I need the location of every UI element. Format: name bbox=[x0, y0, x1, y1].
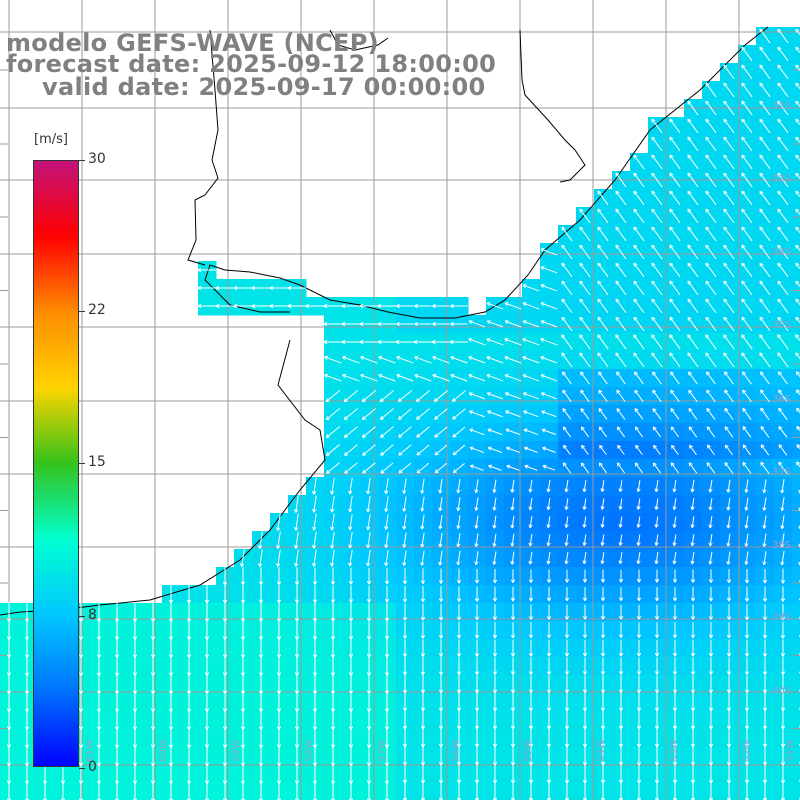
wind-speed-cell bbox=[792, 243, 800, 262]
wind-speed-cell bbox=[792, 639, 800, 658]
wind-speed-cell bbox=[792, 315, 800, 334]
wind-speed-cell bbox=[792, 711, 800, 730]
longitude-label: 51W bbox=[785, 739, 796, 762]
longitude-label: 54W bbox=[596, 739, 607, 762]
longitude-label: 52W bbox=[742, 739, 753, 762]
wind-speed-cell bbox=[792, 81, 800, 100]
longitude-label: 55W bbox=[523, 739, 534, 762]
longitude-label: 56W bbox=[450, 739, 461, 762]
wind-speed-cell bbox=[792, 261, 800, 280]
wind-speed-cell bbox=[792, 675, 800, 694]
colorbar bbox=[33, 160, 79, 767]
wind-speed-cell bbox=[792, 549, 800, 568]
colorbar-tick-label: 15 bbox=[88, 454, 106, 470]
wind-speed-cell bbox=[792, 693, 800, 712]
wind-speed-cell bbox=[792, 567, 800, 586]
wind-speed-cell bbox=[792, 369, 800, 388]
wind-speed-cell bbox=[792, 27, 800, 46]
longitude-label: 53W bbox=[669, 739, 680, 762]
wind-speed-cell bbox=[792, 783, 800, 800]
colorbar-tick-label: 30 bbox=[88, 151, 106, 167]
longitude-label: 58W bbox=[304, 739, 315, 762]
wind-speed-cell bbox=[792, 657, 800, 676]
wind-speed-cell bbox=[792, 603, 800, 622]
latitude-label: 36S bbox=[772, 394, 792, 405]
longitude-label: 61W bbox=[85, 739, 96, 762]
latitude-label: 37S bbox=[772, 467, 792, 478]
latitude-label: 38S bbox=[772, 540, 792, 551]
colorbar-tick-mark bbox=[79, 160, 85, 161]
latitude-label: 33S bbox=[772, 174, 792, 185]
wind-speed-cell bbox=[792, 117, 800, 136]
longitude-label: 60W bbox=[158, 739, 169, 762]
wind-speed-cell bbox=[792, 621, 800, 640]
colorbar-tick-mark bbox=[79, 616, 85, 617]
wind-speed-cell bbox=[792, 477, 800, 496]
wind-speed-cell bbox=[792, 45, 800, 64]
wind-speed-cell bbox=[792, 225, 800, 244]
colorbar-tick-mark bbox=[79, 463, 85, 464]
wind-speed-cell bbox=[792, 495, 800, 514]
wind-speed-cell bbox=[792, 423, 800, 442]
latitude-label: 35S bbox=[772, 320, 792, 331]
wind-speed-cell bbox=[792, 513, 800, 532]
wind-speed-cell bbox=[792, 531, 800, 550]
wind-speed-cell bbox=[792, 279, 800, 298]
valid-date: valid date: 2025-09-17 00:00:00 bbox=[42, 73, 486, 101]
wind-speed-cell bbox=[792, 585, 800, 604]
colorbar-tick-mark bbox=[79, 311, 85, 312]
wind-speed-cell bbox=[792, 459, 800, 478]
colorbar-tick-label: 22 bbox=[88, 302, 106, 318]
latitude-label: 40S bbox=[772, 686, 792, 697]
wind-speed-cell bbox=[792, 333, 800, 352]
wind-speed-cell bbox=[792, 405, 800, 424]
latitude-label: 34S bbox=[772, 247, 792, 258]
latitude-label: 32S bbox=[772, 101, 792, 112]
colorbar-tick-label: 8 bbox=[88, 607, 97, 623]
wind-speed-cell bbox=[792, 351, 800, 370]
wind-speed-cell bbox=[792, 441, 800, 460]
wind-speed-cell bbox=[792, 63, 800, 82]
colorbar-unit: [m/s] bbox=[34, 132, 68, 147]
wind-speed-cell bbox=[792, 207, 800, 226]
wind-speed-cell bbox=[792, 153, 800, 172]
wind-speed-cell bbox=[792, 387, 800, 406]
latitude-label: 39S bbox=[772, 612, 792, 623]
longitude-label: 59W bbox=[231, 739, 242, 762]
wind-speed-cell bbox=[792, 297, 800, 316]
longitude-label: 57W bbox=[377, 739, 388, 762]
colorbar-tick-mark bbox=[79, 768, 85, 769]
wind-speed-cell bbox=[792, 189, 800, 208]
wind-speed-cell bbox=[792, 765, 800, 784]
